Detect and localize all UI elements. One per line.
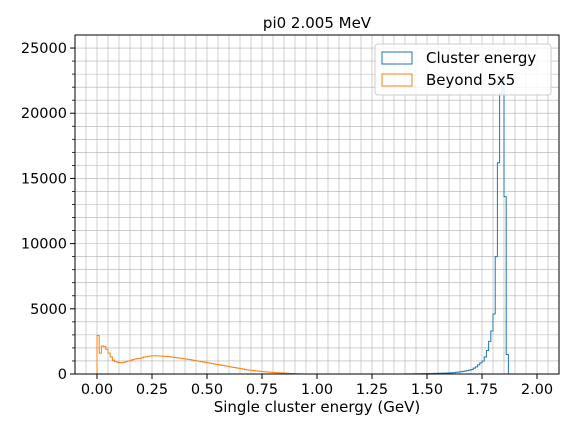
y-tick-label: 10000 [21,237,67,253]
x-tick-label: 0.50 [191,382,223,398]
x-tick-label: 2.00 [521,382,553,398]
legend-label-1: Beyond 5x5 [426,71,515,89]
y-tick-label: 5000 [30,302,67,318]
series-step-1 [96,335,306,375]
x-tick-label: 0.00 [81,382,113,398]
x-tick-label: 1.00 [301,382,333,398]
legend-box [374,43,552,96]
y-tick-label: 15000 [21,171,67,187]
x-axis-label: Single cluster energy (GeV) [214,398,421,416]
x-tick-label: 1.25 [356,382,388,398]
legend-swatch-0 [381,51,413,65]
y-tick-label: 20000 [21,106,67,122]
x-tick-label: 1.75 [466,382,498,398]
chart-title: pi0 2.005 MeV [263,14,372,32]
axis-ticks: 0.00 0.25 0.50 0.75 1.00 1.25 1.50 1.75 2.00 0 500… [21,41,553,398]
x-tick-label: 1.50 [411,382,443,398]
x-tick-label: 0.25 [136,382,168,398]
legend: Cluster energy Beyond 5x5 [374,43,552,96]
legend-swatch-1 [381,73,413,87]
x-tick-label: 0.75 [246,382,278,398]
legend-label-0: Cluster energy [426,49,536,67]
y-tick-label: 25000 [21,41,67,57]
y-tick-label: 0 [58,367,67,383]
